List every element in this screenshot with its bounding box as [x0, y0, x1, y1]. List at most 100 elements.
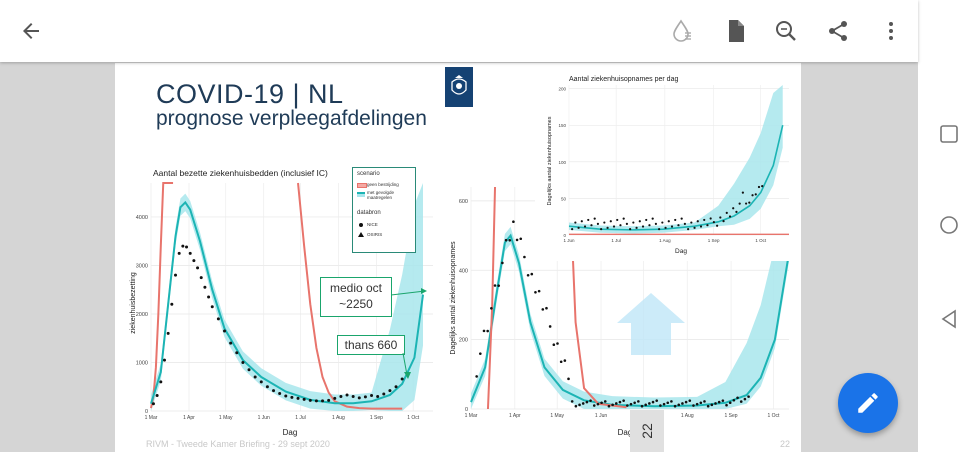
chart2-point-nice: [714, 402, 717, 405]
chart2-point-nice: [655, 399, 659, 402]
chart2-point-nice: [666, 401, 670, 405]
chart3-point-nice: [667, 220, 670, 223]
chart1-point-nice: [192, 259, 196, 263]
home-icon[interactable]: [936, 212, 962, 238]
chart3-point-nice: [606, 226, 609, 229]
chart3-ylabel: Dagelijks aantal ziekenhuisopnames: [547, 116, 553, 205]
chart3-point-nice: [703, 218, 706, 222]
legend-scenario-title: scenario: [357, 171, 380, 177]
recent-apps-icon[interactable]: [936, 121, 962, 147]
chart1-point-nice: [296, 396, 300, 400]
chart3-lines: [568, 125, 789, 235]
chart2-y-tick-label: 600: [459, 199, 468, 205]
chart2-point-nice: [479, 352, 482, 355]
chart3-point-nice: [654, 222, 657, 225]
chart1-point-nice: [363, 395, 367, 399]
legend-swatch-red: [357, 183, 367, 188]
search-zoom-icon[interactable]: [772, 17, 800, 45]
chart1-point-nice: [376, 394, 380, 398]
page-indicator[interactable]: 22: [630, 410, 664, 452]
chart3-point-nice: [696, 220, 699, 223]
chart3-point-nice: [722, 220, 725, 223]
legend-dot-icon: [359, 223, 363, 227]
chart2-point-nice: [519, 237, 523, 241]
chart2-x-tick-label: 1 Aug: [681, 413, 694, 419]
chart2-point-nice: [490, 306, 493, 310]
chart1-point-nice: [166, 331, 170, 335]
document-icon[interactable]: [722, 17, 750, 45]
chart2-point-nice: [710, 403, 714, 407]
chart2-x-tick-label: 1 Oct: [767, 413, 780, 419]
chart3-title: Aantal ziekenhuisopnames per dag: [569, 76, 678, 83]
chart2-point-nice: [548, 325, 552, 328]
ink-drop-icon[interactable]: [668, 17, 696, 45]
chart1-x-tick-label: 1 Oct: [407, 415, 420, 421]
chart2-point-nice: [504, 238, 508, 242]
chart2-point-nice: [482, 329, 486, 333]
chart2-ylabel: Dagelijks aantal ziekenhuisopnames: [450, 241, 457, 355]
chart3-point-nice: [719, 216, 722, 219]
chart2-uncertainty-band: [471, 187, 789, 409]
chart1-x-tick-label: 1 Aug: [332, 415, 345, 421]
chart2-x-tick-label: 1 Mar: [465, 413, 478, 419]
callout-medio-oct: medio oct ~2250: [320, 277, 392, 317]
chart1-point-nice: [241, 360, 245, 364]
chart3-point-nice: [616, 218, 619, 222]
chart2-point-nice: [537, 289, 541, 293]
chart2-point-nice: [603, 400, 607, 403]
chart1-x-tick-label: 1 May: [219, 415, 233, 421]
arrow-back-icon[interactable]: [17, 17, 45, 45]
chart2-point-nice: [589, 399, 592, 402]
chart2-point-nice: [563, 359, 567, 362]
chart1-line-geen-decline: [297, 182, 403, 410]
chart3-point-nice: [725, 211, 728, 214]
chart1-point-nice: [327, 398, 331, 402]
chart2-point-nice: [530, 272, 534, 276]
chart3-uncertainty-band: [569, 85, 783, 234]
chart3-point-nice: [674, 218, 677, 222]
top-toolbar: [0, 0, 918, 62]
chart2-band-path: [471, 187, 789, 409]
chart3-point-nice: [754, 193, 757, 196]
chart2-point-nice: [721, 399, 725, 402]
chart3-point-nice: [577, 226, 580, 229]
chart1-point-nice: [162, 358, 166, 362]
chart2-point-nice: [699, 401, 703, 405]
chart2-point-nice: [640, 404, 644, 408]
chart3-x-tick-label: 1 Oct: [755, 238, 767, 243]
chart1-point-nice: [223, 329, 227, 333]
chart1-point-nice: [339, 394, 343, 398]
government-logo: [445, 67, 473, 107]
back-nav-icon[interactable]: [936, 306, 962, 332]
chart1-line-geen-rise: [150, 182, 174, 409]
chart1-point-nice: [151, 402, 155, 406]
callout-arrows: [390, 288, 427, 379]
chart1-point-nice: [394, 385, 398, 389]
chart3-point-nice: [590, 224, 593, 227]
chart3-point-nice: [658, 228, 661, 231]
more-vert-icon[interactable]: [877, 17, 905, 45]
chart3-point-nice: [709, 217, 712, 220]
chart2-y-tick-label: 400: [459, 268, 468, 274]
chart2-line-geen-decline: [568, 186, 627, 409]
edit-fab-button[interactable]: [838, 373, 898, 433]
chart2-point-nice: [592, 404, 596, 407]
chart1-point-nice: [159, 380, 163, 384]
chart2-point-nice: [552, 343, 556, 346]
chart2-point-nice: [677, 403, 681, 407]
chart2-point-nice: [501, 261, 504, 265]
chart2-point-nice: [578, 403, 581, 407]
chart3-point-nice: [728, 215, 732, 218]
system-nav-bar: [918, 0, 980, 452]
chart1-point-nice: [196, 266, 200, 270]
share-icon[interactable]: [824, 17, 852, 45]
chart2-point-nice: [497, 284, 501, 287]
chart3-point-nice: [677, 224, 680, 227]
chart2-x-tick-label: 1 May: [550, 413, 564, 419]
chart2-point-nice: [486, 329, 489, 333]
chart1-y-tick-label: 1000: [136, 360, 148, 366]
chart1-point-nice: [174, 273, 178, 277]
slide-title: COVID-19 | NL: [156, 79, 344, 109]
chart3-point-nice: [670, 225, 674, 228]
chart1-point-nice: [259, 380, 263, 384]
